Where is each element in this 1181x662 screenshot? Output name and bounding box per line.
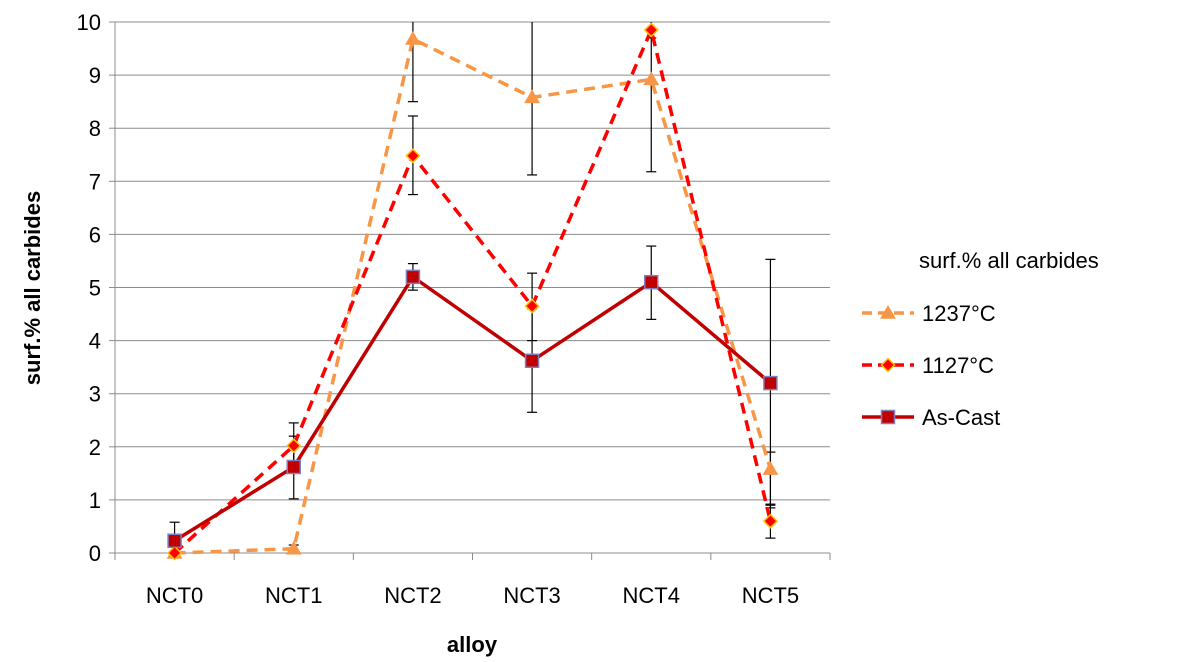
series-line bbox=[173, 275, 772, 543]
diamond-marker bbox=[643, 22, 659, 38]
series-line bbox=[174, 37, 773, 555]
y-tick-label: 2 bbox=[89, 435, 101, 460]
series-line bbox=[173, 28, 773, 555]
x-tick-label: NCT2 bbox=[384, 583, 441, 608]
series-lines bbox=[173, 28, 773, 555]
x-tick-label: NCT3 bbox=[503, 583, 560, 608]
triangle-marker bbox=[762, 461, 779, 475]
y-tick-label: 8 bbox=[89, 116, 101, 141]
grid-lines bbox=[115, 21, 830, 501]
triangle-marker bbox=[405, 30, 421, 45]
square-marker bbox=[286, 459, 301, 475]
square-marker bbox=[644, 274, 659, 290]
y-tick-label: 6 bbox=[89, 222, 101, 247]
y-axis-title: surf.% all carbides bbox=[20, 191, 45, 385]
triangle-marker bbox=[285, 540, 302, 555]
y-tick-label: 0 bbox=[89, 541, 101, 566]
y-tick-label: 10 bbox=[77, 10, 101, 35]
y-tick-labels: 0 1 2 3 4 5 6 7 8 9 10 bbox=[77, 10, 101, 566]
y-tick-label: 9 bbox=[89, 63, 101, 88]
legend: surf.% all carbides 1237°C 1127°C As-Cast bbox=[862, 248, 1099, 430]
legend-label: As-Cast bbox=[922, 405, 1000, 430]
legend-title: surf.% all carbides bbox=[919, 248, 1099, 273]
triangle-marker bbox=[880, 304, 896, 319]
square-marker bbox=[880, 409, 896, 425]
diamond-marker bbox=[762, 513, 778, 529]
y-tick-label: 4 bbox=[89, 329, 101, 354]
x-tick-label: NCT4 bbox=[623, 583, 680, 608]
square-marker bbox=[405, 269, 421, 285]
x-tick-label: NCT0 bbox=[146, 583, 203, 608]
y-tick-label: 5 bbox=[89, 276, 101, 301]
square-marker bbox=[167, 533, 182, 549]
y-tick-label: 7 bbox=[89, 169, 101, 194]
x-tick-label: NCT5 bbox=[742, 583, 799, 608]
legend-label: 1237°C bbox=[922, 301, 996, 326]
diamond-marker bbox=[880, 357, 896, 373]
y-tick-label: 1 bbox=[89, 488, 101, 513]
axes bbox=[109, 21, 831, 560]
square-marker bbox=[524, 353, 540, 369]
diamond-marker bbox=[286, 438, 302, 454]
series-markers bbox=[166, 22, 779, 561]
y-tick-label: 3 bbox=[89, 382, 101, 407]
diamond-marker bbox=[405, 148, 421, 164]
x-tick-labels: NCT0 NCT1 NCT2 NCT3 NCT4 NCT5 bbox=[146, 583, 799, 608]
triangle-marker bbox=[524, 89, 540, 104]
x-tick-label: NCT1 bbox=[265, 583, 322, 608]
triangle-marker bbox=[643, 71, 660, 86]
diamond-marker bbox=[167, 545, 183, 561]
legend-label: 1127°C bbox=[922, 353, 994, 378]
square-marker bbox=[763, 375, 778, 391]
x-axis-title: alloy bbox=[447, 632, 498, 657]
diamond-marker bbox=[524, 298, 540, 314]
